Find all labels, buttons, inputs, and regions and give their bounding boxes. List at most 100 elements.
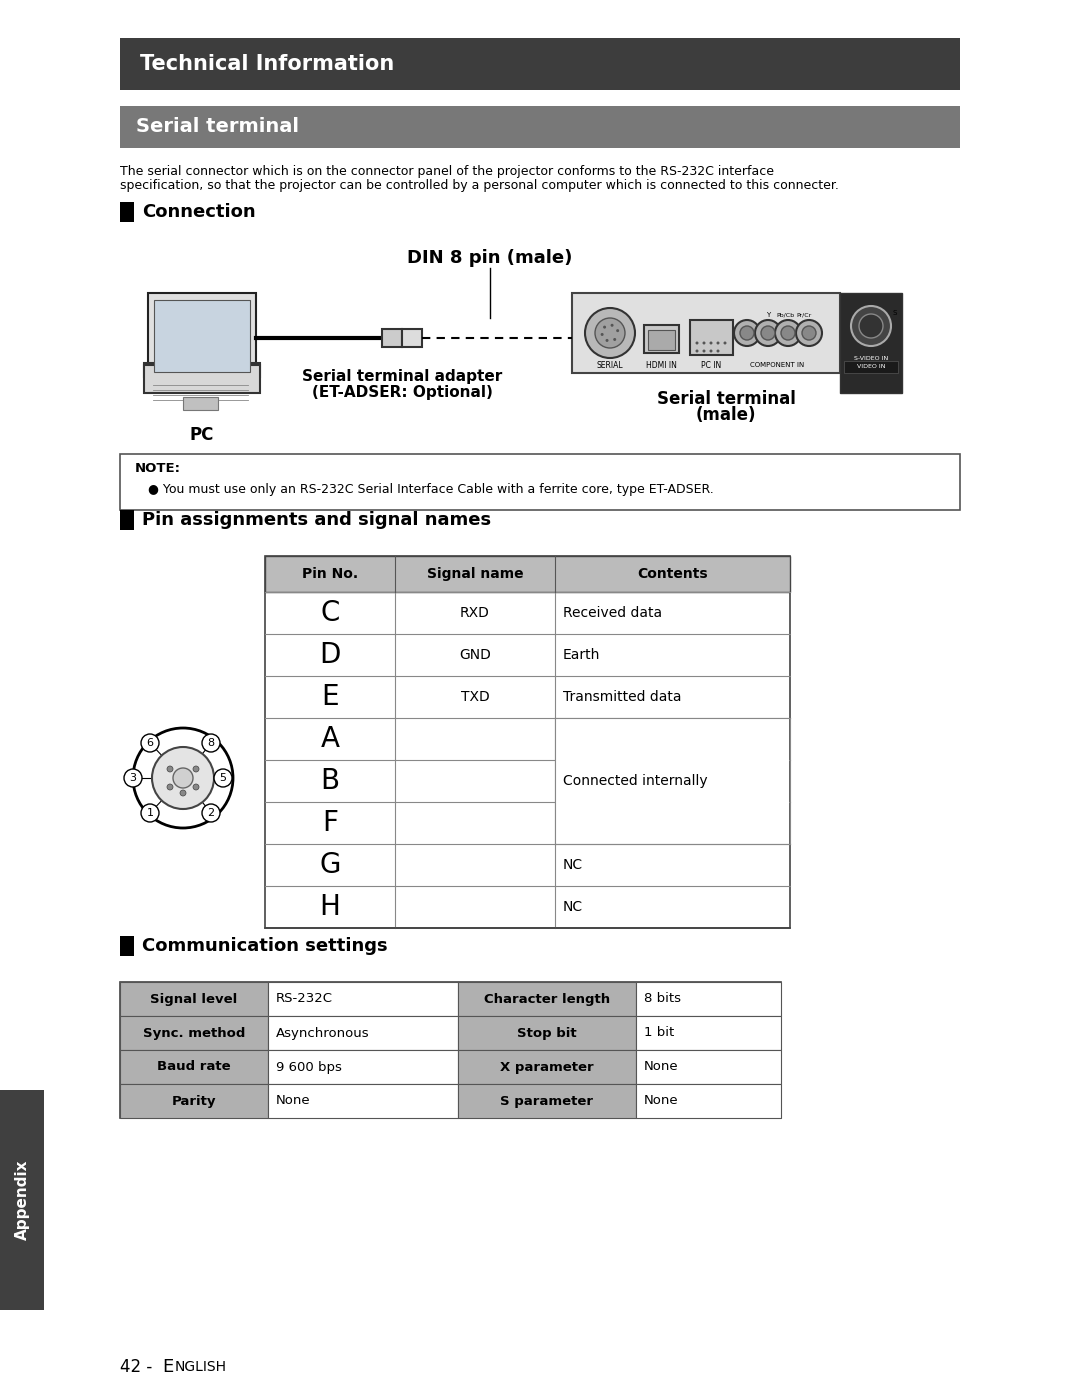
Circle shape bbox=[734, 320, 760, 346]
Text: Earth: Earth bbox=[563, 648, 600, 662]
Text: 8: 8 bbox=[207, 738, 215, 747]
Circle shape bbox=[585, 307, 635, 358]
Bar bbox=[120, 1016, 268, 1051]
Circle shape bbox=[595, 319, 625, 348]
Bar bbox=[458, 1051, 636, 1084]
Text: DIN 8 pin (male): DIN 8 pin (male) bbox=[407, 249, 572, 267]
Text: E: E bbox=[321, 683, 339, 711]
Text: None: None bbox=[644, 1094, 678, 1108]
Text: None: None bbox=[644, 1060, 678, 1073]
Text: NGLISH: NGLISH bbox=[175, 1361, 227, 1375]
Text: Serial terminal: Serial terminal bbox=[136, 117, 299, 137]
Text: Signal name: Signal name bbox=[427, 567, 524, 581]
Circle shape bbox=[710, 349, 713, 352]
Text: 8 bits: 8 bits bbox=[644, 992, 681, 1006]
Text: TXD: TXD bbox=[461, 690, 489, 704]
Circle shape bbox=[755, 320, 781, 346]
Circle shape bbox=[796, 320, 822, 346]
Bar bbox=[120, 1051, 268, 1084]
Text: Connection: Connection bbox=[141, 203, 256, 221]
Text: The serial connector which is on the connector panel of the projector conforms t: The serial connector which is on the con… bbox=[120, 165, 774, 177]
Bar bbox=[120, 454, 960, 510]
Bar bbox=[120, 510, 134, 529]
Bar bbox=[268, 982, 458, 1016]
Text: Pin assignments and signal names: Pin assignments and signal names bbox=[141, 511, 491, 529]
Text: (ET-ADSER: Optional): (ET-ADSER: Optional) bbox=[311, 386, 492, 401]
Circle shape bbox=[851, 306, 891, 346]
Bar bbox=[268, 1051, 458, 1084]
Text: 1 bit: 1 bit bbox=[644, 1027, 674, 1039]
Bar bbox=[458, 1084, 636, 1118]
Circle shape bbox=[781, 326, 795, 339]
Circle shape bbox=[202, 805, 220, 821]
Circle shape bbox=[167, 784, 173, 789]
Text: NC: NC bbox=[563, 858, 583, 872]
Text: SERIAL: SERIAL bbox=[596, 360, 623, 369]
Circle shape bbox=[617, 330, 619, 332]
Circle shape bbox=[613, 338, 617, 341]
Circle shape bbox=[124, 768, 141, 787]
Text: X parameter: X parameter bbox=[500, 1060, 594, 1073]
Circle shape bbox=[193, 784, 199, 789]
Text: H: H bbox=[320, 893, 340, 921]
Bar bbox=[265, 556, 789, 928]
Bar bbox=[458, 982, 636, 1016]
Text: HDMI IN: HDMI IN bbox=[646, 360, 676, 369]
Circle shape bbox=[775, 320, 801, 346]
Bar bbox=[183, 397, 218, 409]
Circle shape bbox=[214, 768, 232, 787]
Text: Contents: Contents bbox=[637, 567, 707, 581]
Text: Pb/Cb: Pb/Cb bbox=[775, 313, 794, 317]
Bar bbox=[268, 1016, 458, 1051]
Text: Character length: Character length bbox=[484, 992, 610, 1006]
Bar bbox=[120, 1084, 268, 1118]
Text: COMPONENT IN: COMPONENT IN bbox=[750, 362, 805, 367]
Circle shape bbox=[133, 728, 233, 828]
Circle shape bbox=[167, 766, 173, 773]
Text: Transmitted data: Transmitted data bbox=[563, 690, 681, 704]
Text: Signal level: Signal level bbox=[150, 992, 238, 1006]
Text: VIDEO IN: VIDEO IN bbox=[856, 365, 886, 369]
Text: RS-232C: RS-232C bbox=[276, 992, 333, 1006]
Circle shape bbox=[696, 341, 699, 345]
Circle shape bbox=[141, 733, 159, 752]
Circle shape bbox=[610, 324, 613, 327]
Bar bbox=[382, 330, 402, 346]
Text: 42 -: 42 - bbox=[120, 1358, 158, 1376]
Text: Serial terminal adapter: Serial terminal adapter bbox=[302, 369, 502, 384]
Bar bbox=[144, 365, 260, 393]
Text: S: S bbox=[893, 310, 897, 316]
Text: Sync. method: Sync. method bbox=[143, 1027, 245, 1039]
Bar bbox=[636, 1016, 781, 1051]
Text: NC: NC bbox=[563, 900, 583, 914]
Circle shape bbox=[702, 341, 705, 345]
Text: Technical Information: Technical Information bbox=[140, 54, 394, 74]
Text: specification, so that the projector can be controlled by a personal computer wh: specification, so that the projector can… bbox=[120, 179, 839, 191]
Circle shape bbox=[173, 768, 193, 788]
Text: Connected internally: Connected internally bbox=[563, 774, 707, 788]
Circle shape bbox=[600, 332, 604, 335]
Text: None: None bbox=[276, 1094, 311, 1108]
Circle shape bbox=[710, 341, 713, 345]
Bar bbox=[265, 556, 789, 592]
Circle shape bbox=[859, 314, 883, 338]
Bar bbox=[120, 936, 134, 956]
Circle shape bbox=[716, 349, 719, 352]
Text: Y: Y bbox=[766, 312, 770, 319]
Bar bbox=[458, 1016, 636, 1051]
Text: Pin No.: Pin No. bbox=[302, 567, 359, 581]
Text: 5: 5 bbox=[219, 773, 227, 782]
Bar bbox=[120, 38, 960, 89]
Bar bbox=[144, 363, 260, 377]
Text: 1: 1 bbox=[147, 807, 153, 819]
Bar bbox=[268, 1084, 458, 1118]
Bar bbox=[120, 203, 134, 222]
Text: Asynchronous: Asynchronous bbox=[276, 1027, 369, 1039]
Text: Baud rate: Baud rate bbox=[158, 1060, 231, 1073]
Text: Stop bit: Stop bit bbox=[517, 1027, 577, 1039]
Circle shape bbox=[761, 326, 775, 339]
Circle shape bbox=[702, 349, 705, 352]
Bar bbox=[636, 982, 781, 1016]
Bar bbox=[120, 106, 960, 148]
Bar bbox=[120, 982, 268, 1016]
